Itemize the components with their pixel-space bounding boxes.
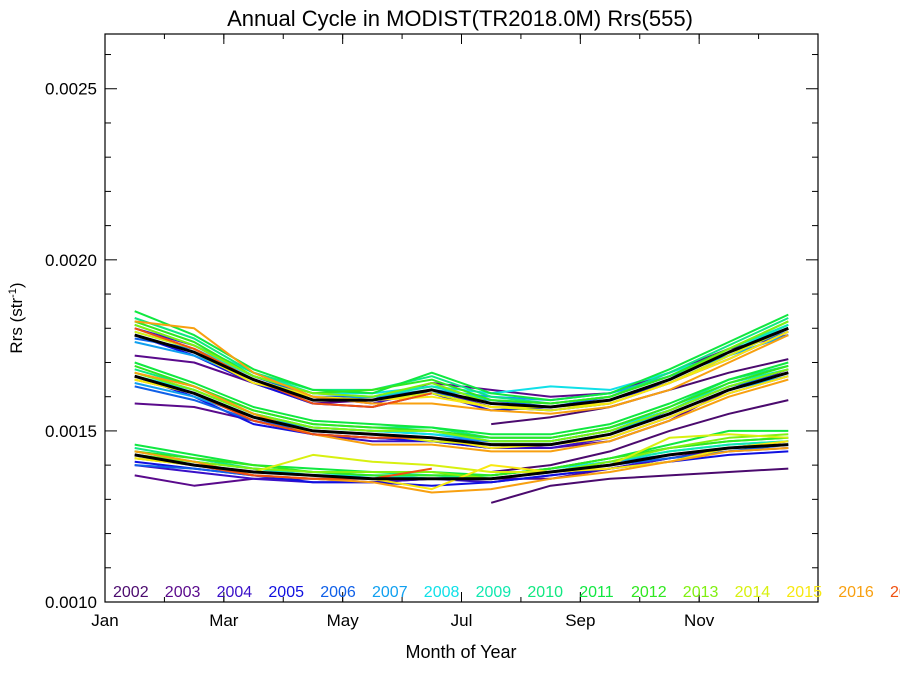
legend-item-2003: 2003 (165, 584, 201, 601)
legend-item-2017: 2017 (890, 584, 900, 601)
climatology-layer (134, 326, 789, 481)
series-line-2016-middle (134, 371, 789, 453)
series-line-2010-upper (134, 317, 789, 405)
legend-item-2010: 2010 (527, 584, 563, 601)
y-axis-label: Rrs (str-1) (7, 282, 26, 353)
series-line-2017-upper (134, 327, 433, 408)
x-tick-label-Jan: Jan (91, 611, 118, 630)
series-line-2002-lower (490, 467, 789, 504)
legend-item-2004: 2004 (217, 584, 253, 601)
y-tick-label-0.0015: 0.0015 (45, 422, 97, 441)
y-axis-label-main: Rrs (str (7, 298, 26, 354)
legend-item-2012: 2012 (631, 584, 667, 601)
series-line-2016-upper (134, 320, 789, 415)
y-tick-label-0.0020: 0.0020 (45, 251, 97, 270)
chart-title: Annual Cycle in MODIST(TR2018.0M) Rrs(55… (227, 6, 693, 31)
legend-item-2013: 2013 (683, 584, 719, 601)
x-tick-label-May: May (327, 611, 360, 630)
legend-item-2011: 2011 (579, 584, 614, 601)
x-tick-label-Nov: Nov (684, 611, 715, 630)
y-axis-label-superscript: -1 (7, 288, 19, 298)
axis-layer: Jan Mar May Jul Sep Nov 0.0010 0.0015 0.0020 0.00… (45, 34, 819, 630)
x-tick-label-Mar: Mar (209, 611, 239, 630)
climatology-line-upper (134, 326, 789, 409)
series-line-2011-upper (134, 310, 789, 402)
climatology-line-lower (134, 443, 789, 481)
legend-item-2015: 2015 (786, 584, 822, 601)
y-tick-label-0.0025: 0.0025 (45, 80, 97, 99)
series-line-2012-middle (134, 364, 789, 439)
legend-item-2002: 2002 (113, 584, 149, 601)
series-line-2015-upper (134, 330, 789, 408)
legend-item-2016: 2016 (838, 584, 874, 601)
series-layer (134, 310, 789, 504)
x-axis-label: Month of Year (405, 642, 516, 662)
climatology-line-middle (134, 371, 789, 447)
legend-item-2005: 2005 (268, 584, 304, 601)
legend-item-2009: 2009 (476, 584, 512, 601)
series-line-2013-lower (134, 433, 789, 480)
legend-item-2007: 2007 (372, 584, 408, 601)
legend: 2002 2003 2004 2005 2006 2007 2008 2009 2010 2011… (113, 584, 900, 601)
legend-item-2014: 2014 (735, 584, 771, 601)
x-tick-label-Sep: Sep (565, 611, 595, 630)
series-line-2002-middle (491, 399, 789, 473)
series-line-2011-middle (134, 361, 789, 436)
x-tick-label-Jul: Jul (451, 611, 473, 630)
legend-item-2006: 2006 (320, 584, 356, 601)
y-tick-label-0.0010: 0.0010 (45, 593, 97, 612)
legend-item-2008: 2008 (424, 584, 460, 601)
y-axis-label-close: ) (7, 282, 26, 288)
